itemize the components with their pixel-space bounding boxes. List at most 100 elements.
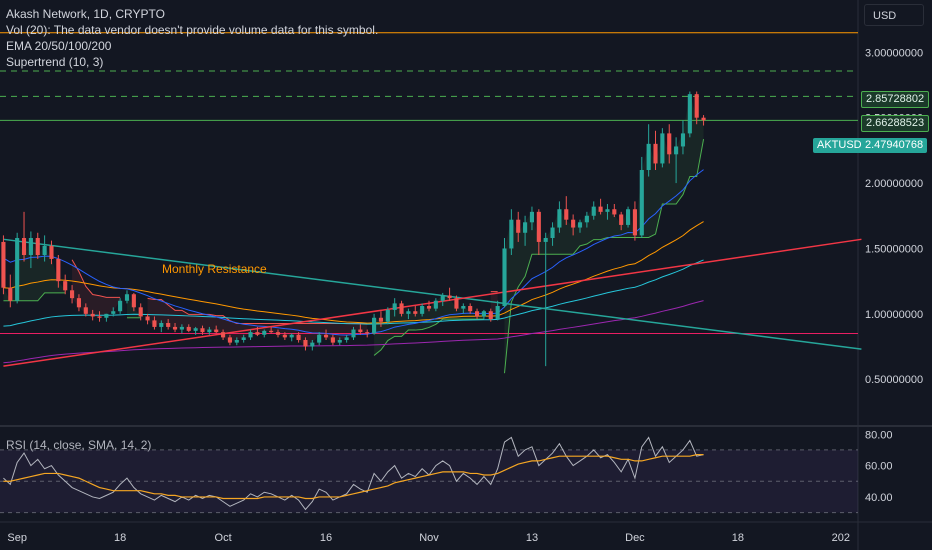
supertrend-fill-down xyxy=(72,259,121,318)
candle-body xyxy=(426,306,432,309)
candle-body xyxy=(639,170,644,236)
candle-body xyxy=(571,219,576,228)
candle-body xyxy=(632,209,637,236)
candle-body xyxy=(179,326,184,330)
candle-body xyxy=(461,306,466,309)
candle-body xyxy=(474,311,480,317)
candle-body xyxy=(49,245,54,259)
supertrend-line-up xyxy=(373,318,484,356)
trendline-ascending xyxy=(3,238,862,367)
supertrend-fill-down xyxy=(147,298,368,347)
candle-body xyxy=(584,215,589,223)
candle-body xyxy=(296,334,301,340)
candle-body xyxy=(694,94,699,118)
x-tick-label: 13 xyxy=(526,532,538,544)
candle-body xyxy=(8,287,13,301)
supertrend-legend[interactable]: Supertrend (10, 3) xyxy=(6,55,104,69)
candle-body xyxy=(76,298,81,308)
rsi-y-tick-label: 40.00 xyxy=(865,492,893,504)
x-tick-label: Nov xyxy=(419,532,439,544)
candle-body xyxy=(56,258,61,282)
supertrend-fill-up xyxy=(126,294,141,318)
candle-body xyxy=(172,326,178,330)
candle-body xyxy=(282,334,287,338)
candle-body xyxy=(495,306,500,320)
candle-body xyxy=(227,337,233,343)
symbol-tag: AKTUSD xyxy=(813,138,866,153)
candle-body xyxy=(543,238,548,242)
supertrend-line-down xyxy=(71,259,121,298)
candle-body xyxy=(674,146,679,155)
candle-body xyxy=(255,332,260,335)
candle-body xyxy=(687,94,692,134)
candle-body xyxy=(275,332,281,335)
candle-body xyxy=(612,209,617,215)
candle-body xyxy=(564,209,569,220)
y-tick-label: 1.00000000 xyxy=(865,309,923,321)
candle-body xyxy=(15,238,20,301)
candle-body xyxy=(358,329,363,333)
candle-body xyxy=(1,241,6,288)
candle-body xyxy=(591,206,596,216)
candle-body xyxy=(392,303,397,310)
rsi-legend[interactable]: RSI (14, close, SMA, 14, 2) xyxy=(6,438,152,452)
candle-body xyxy=(221,332,226,338)
candle-body xyxy=(118,300,123,312)
rsi-y-tick-label: 80.00 xyxy=(865,429,893,441)
candle-body xyxy=(440,295,445,301)
candle-body xyxy=(90,313,95,317)
currency-button[interactable]: USD xyxy=(864,4,924,26)
candle-body xyxy=(536,211,541,242)
supertrend-line-up xyxy=(504,139,705,374)
candle-body xyxy=(131,294,136,308)
price-tag-level-1: 2.85728802 xyxy=(861,91,930,108)
candle-body xyxy=(35,238,40,255)
volume-legend[interactable]: Vol (20): The data vendor doesn't provid… xyxy=(6,23,379,37)
candle-body xyxy=(166,323,171,327)
candle-body xyxy=(481,311,486,317)
candle-body xyxy=(330,337,335,343)
candle-body xyxy=(577,222,583,228)
candle-body xyxy=(625,209,631,225)
trendline-descending xyxy=(3,238,862,350)
y-tick-label: 1.50000000 xyxy=(865,243,923,255)
ema-legend[interactable]: EMA 20/50/100/200 xyxy=(6,39,112,53)
candle-body xyxy=(262,330,267,335)
candle-body xyxy=(433,300,438,309)
x-tick-label: Dec xyxy=(625,532,645,544)
candle-body xyxy=(269,330,274,333)
candle-body xyxy=(70,290,75,299)
x-tick-label: Sep xyxy=(7,532,27,544)
candle-body xyxy=(104,313,109,318)
candle-body xyxy=(646,143,651,170)
supertrend-line-up xyxy=(3,292,66,302)
candle-body xyxy=(680,133,686,147)
candle-body xyxy=(344,337,349,340)
candle-body xyxy=(289,334,294,338)
candle-body xyxy=(234,340,239,343)
candle-body xyxy=(193,328,198,331)
x-tick-label: 18 xyxy=(114,532,126,544)
candle-body xyxy=(523,222,528,233)
price-tag-level-2: 2.66288523 xyxy=(861,115,930,132)
candle-body xyxy=(145,316,150,321)
x-tick-label: 202 xyxy=(832,532,850,544)
candle-body xyxy=(159,323,164,327)
rsi-ma-line xyxy=(3,454,704,500)
monthly-resistance-label: Monthly Resistance xyxy=(162,262,267,276)
supertrend-line-down xyxy=(147,297,368,325)
y-tick-label: 3.00000000 xyxy=(865,47,923,59)
symbol-title[interactable]: Akash Network, 1D, CRYPTO xyxy=(6,7,165,21)
candle-body xyxy=(111,311,116,314)
candle-body xyxy=(310,342,315,347)
candle-body xyxy=(502,248,507,306)
x-tick-label: 18 xyxy=(732,532,744,544)
candle-body xyxy=(516,219,521,233)
supertrend-fill-up xyxy=(504,94,704,374)
candle-body xyxy=(303,340,308,347)
candle-body xyxy=(660,133,665,164)
candle-body xyxy=(207,329,212,333)
x-tick-label: Oct xyxy=(215,532,232,544)
y-tick-label: 0.50000000 xyxy=(865,374,923,386)
